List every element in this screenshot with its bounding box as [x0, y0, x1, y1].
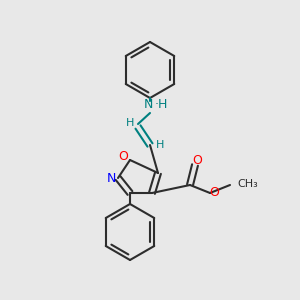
Text: H: H: [126, 118, 134, 128]
Text: N: N: [143, 98, 153, 112]
Text: ·H: ·H: [154, 98, 168, 112]
Text: O: O: [118, 151, 128, 164]
Text: H: H: [156, 140, 164, 150]
Text: O: O: [209, 185, 219, 199]
Text: O: O: [192, 154, 202, 167]
Text: N: N: [106, 172, 116, 184]
Text: CH₃: CH₃: [237, 179, 258, 189]
